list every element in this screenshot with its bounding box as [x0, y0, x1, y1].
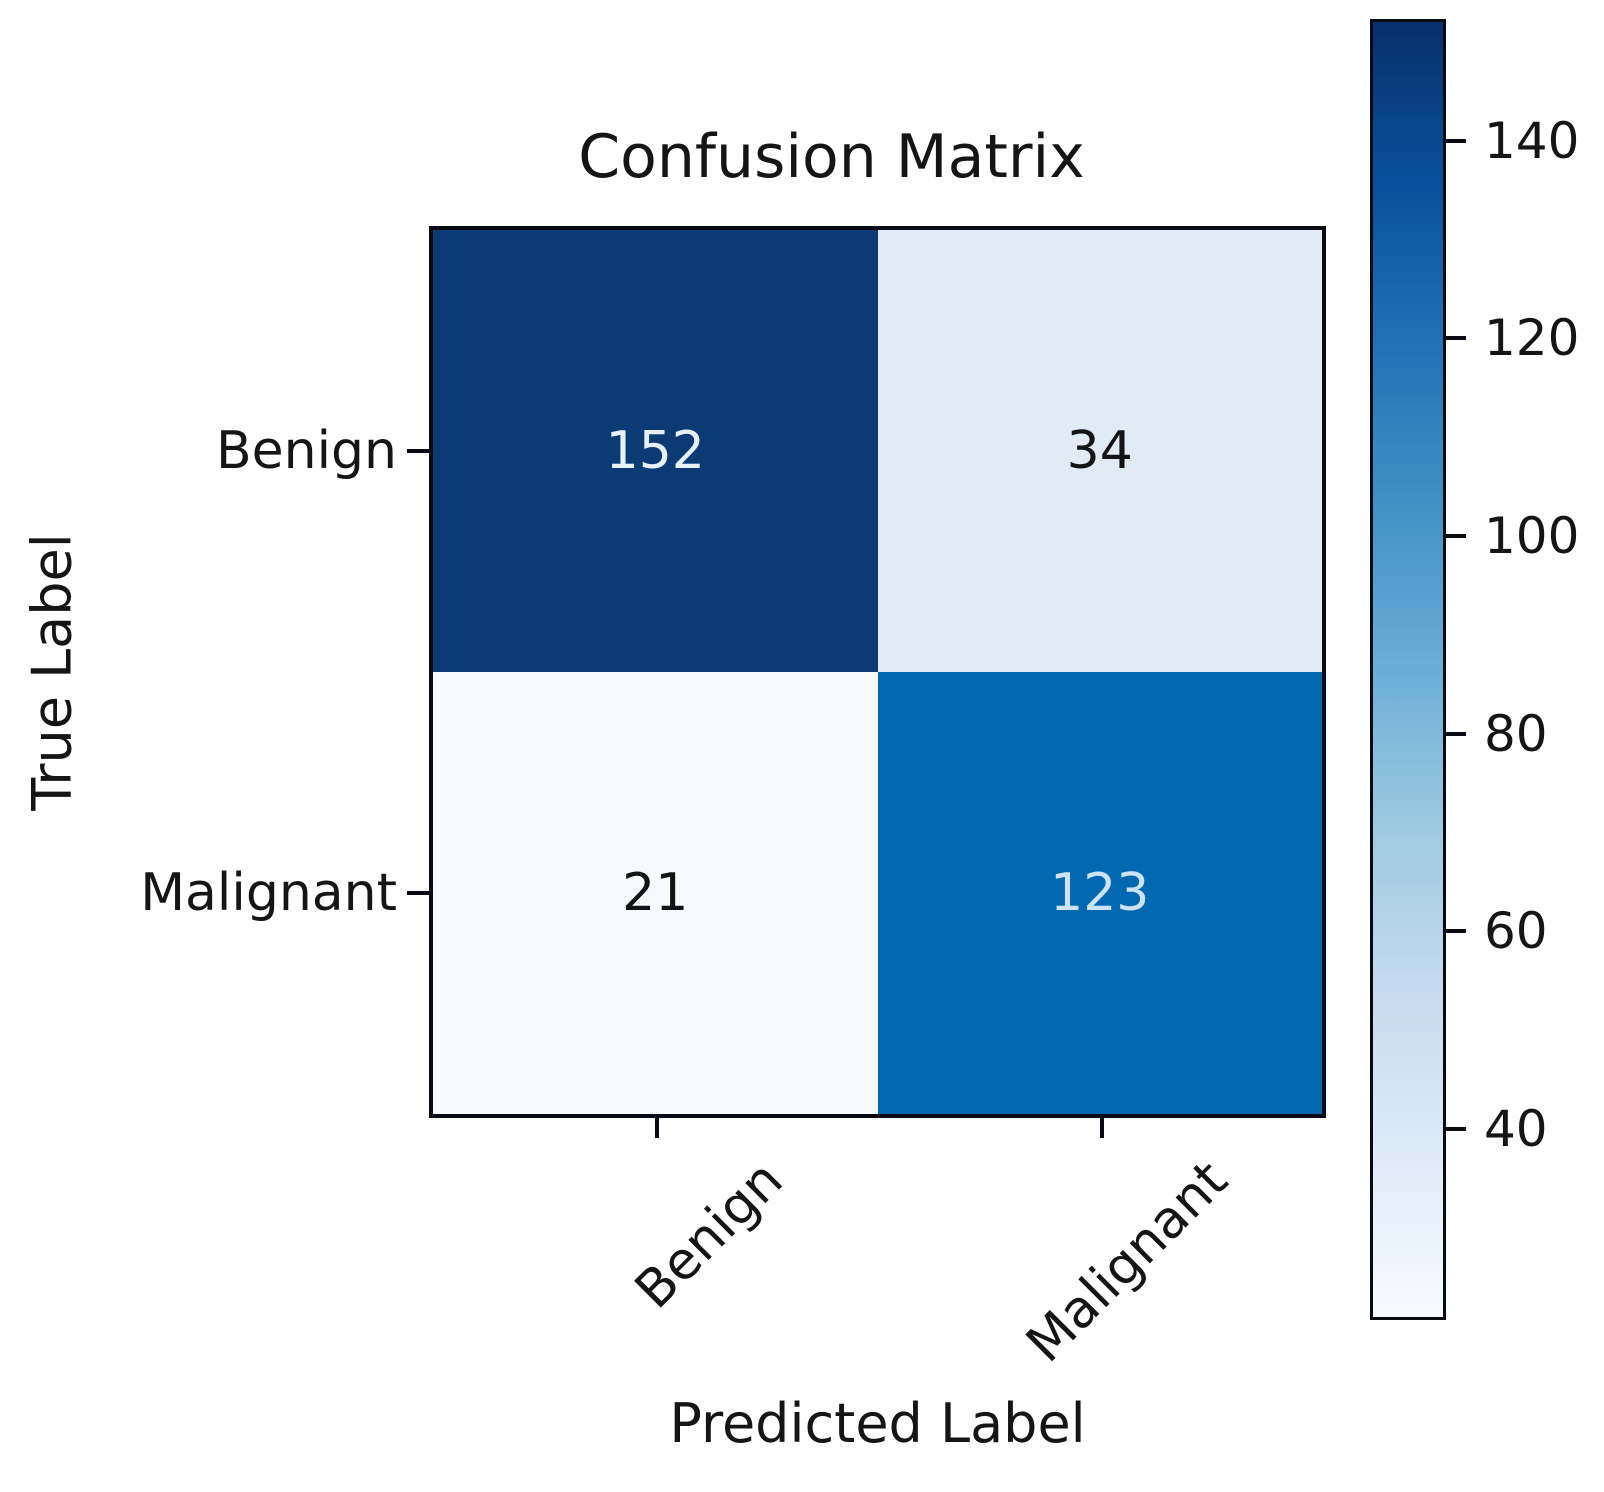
x-tick-label-benign: Benign	[623, 1150, 795, 1321]
colorbar-tick-label-60: 60	[1484, 902, 1548, 961]
confusion-matrix-heatmap: 152 34 21 123	[429, 226, 1326, 1118]
y-tick-label-benign: Benign	[215, 421, 397, 481]
colorbar-tick-label-140: 140	[1484, 111, 1580, 170]
heatmap-cell-malignant-malignant: 123	[877, 672, 1322, 1114]
heatmap-cell-malignant-benign: 21	[433, 672, 878, 1114]
colorbar-tick-label-80: 80	[1484, 704, 1548, 763]
colorbar-tick-mark	[1446, 138, 1466, 143]
x-tick-label-malignant: Malignant	[1015, 1150, 1240, 1375]
cell-value: 152	[605, 421, 705, 481]
heatmap-cell-benign-malignant: 34	[877, 230, 1322, 672]
chart-title: Confusion Matrix	[578, 122, 1085, 192]
y-axis-label: True Label	[20, 533, 84, 811]
x-axis-label: Predicted Label	[669, 1392, 1086, 1455]
colorbar	[1370, 19, 1446, 1320]
colorbar-tick-mark	[1446, 731, 1466, 736]
colorbar-tick-label-120: 120	[1484, 309, 1580, 368]
colorbar-tick-mark	[1446, 1127, 1466, 1132]
colorbar-tick-label-100: 100	[1484, 507, 1580, 566]
x-tick-mark	[655, 1118, 659, 1138]
x-tick-mark	[1100, 1118, 1104, 1138]
heatmap-cell-benign-benign: 152	[433, 230, 878, 672]
y-tick-label-malignant: Malignant	[140, 863, 397, 923]
colorbar-tick-mark	[1446, 336, 1466, 341]
cell-value: 123	[1050, 863, 1150, 923]
colorbar-tick-mark	[1446, 534, 1466, 539]
cell-value: 34	[1066, 421, 1133, 481]
colorbar-tick-label-40: 40	[1484, 1100, 1548, 1159]
y-tick-mark	[407, 891, 429, 895]
cell-value: 21	[622, 863, 689, 923]
colorbar-tick-mark	[1446, 929, 1466, 934]
y-tick-mark	[407, 449, 429, 453]
